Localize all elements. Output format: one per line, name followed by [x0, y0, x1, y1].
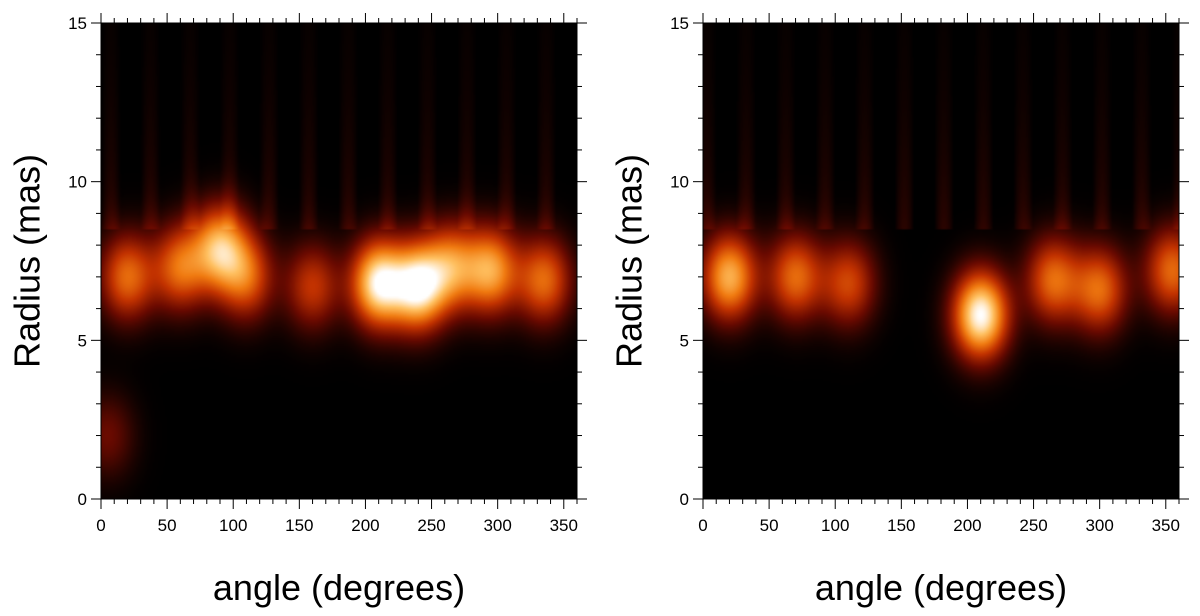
y-tick-label: 10 [68, 173, 87, 192]
y-tick-label: 5 [680, 331, 689, 350]
x-axis-title: angle (degrees) [213, 567, 465, 608]
heatmap-panel-2: 0 50 100 150 200 250 300 350 0 5 10 15 angle (degree… [609, 13, 1189, 608]
x-tick-label: 50 [760, 516, 779, 535]
y-axis-title: Radius (mas) [7, 154, 48, 368]
x-axis-title: angle (degrees) [815, 567, 1067, 608]
x-tick-label: 0 [698, 516, 707, 535]
x-tick-label: 300 [483, 516, 511, 535]
y-tick-label: 0 [78, 490, 87, 509]
x-tick-label: 200 [351, 516, 379, 535]
heatmap-image [101, 23, 577, 499]
x-tick-label: 50 [158, 516, 177, 535]
x-tick-label: 300 [1085, 516, 1113, 535]
x-tick-label: 250 [1019, 516, 1047, 535]
x-tick-label: 200 [953, 516, 981, 535]
x-tick-label: 350 [550, 516, 578, 535]
x-tick-label: 100 [821, 516, 849, 535]
x-tick-label: 250 [417, 516, 445, 535]
y-tick-label: 15 [670, 14, 689, 33]
y-axis-title: Radius (mas) [609, 154, 650, 368]
y-tick-label: 10 [670, 173, 689, 192]
heatmap-panel-1: 0 50 100 150 200 250 300 350 0 5 10 15 angle (degree… [7, 13, 587, 608]
x-tick-label: 0 [96, 516, 105, 535]
x-tick-label: 150 [285, 516, 313, 535]
y-tick-label: 5 [78, 331, 87, 350]
y-tick-label: 15 [68, 14, 87, 33]
heatmap-image [703, 23, 1179, 499]
x-tick-label: 150 [887, 516, 915, 535]
y-tick-label: 0 [680, 490, 689, 509]
x-tick-label: 100 [219, 516, 247, 535]
x-tick-label: 350 [1152, 516, 1180, 535]
